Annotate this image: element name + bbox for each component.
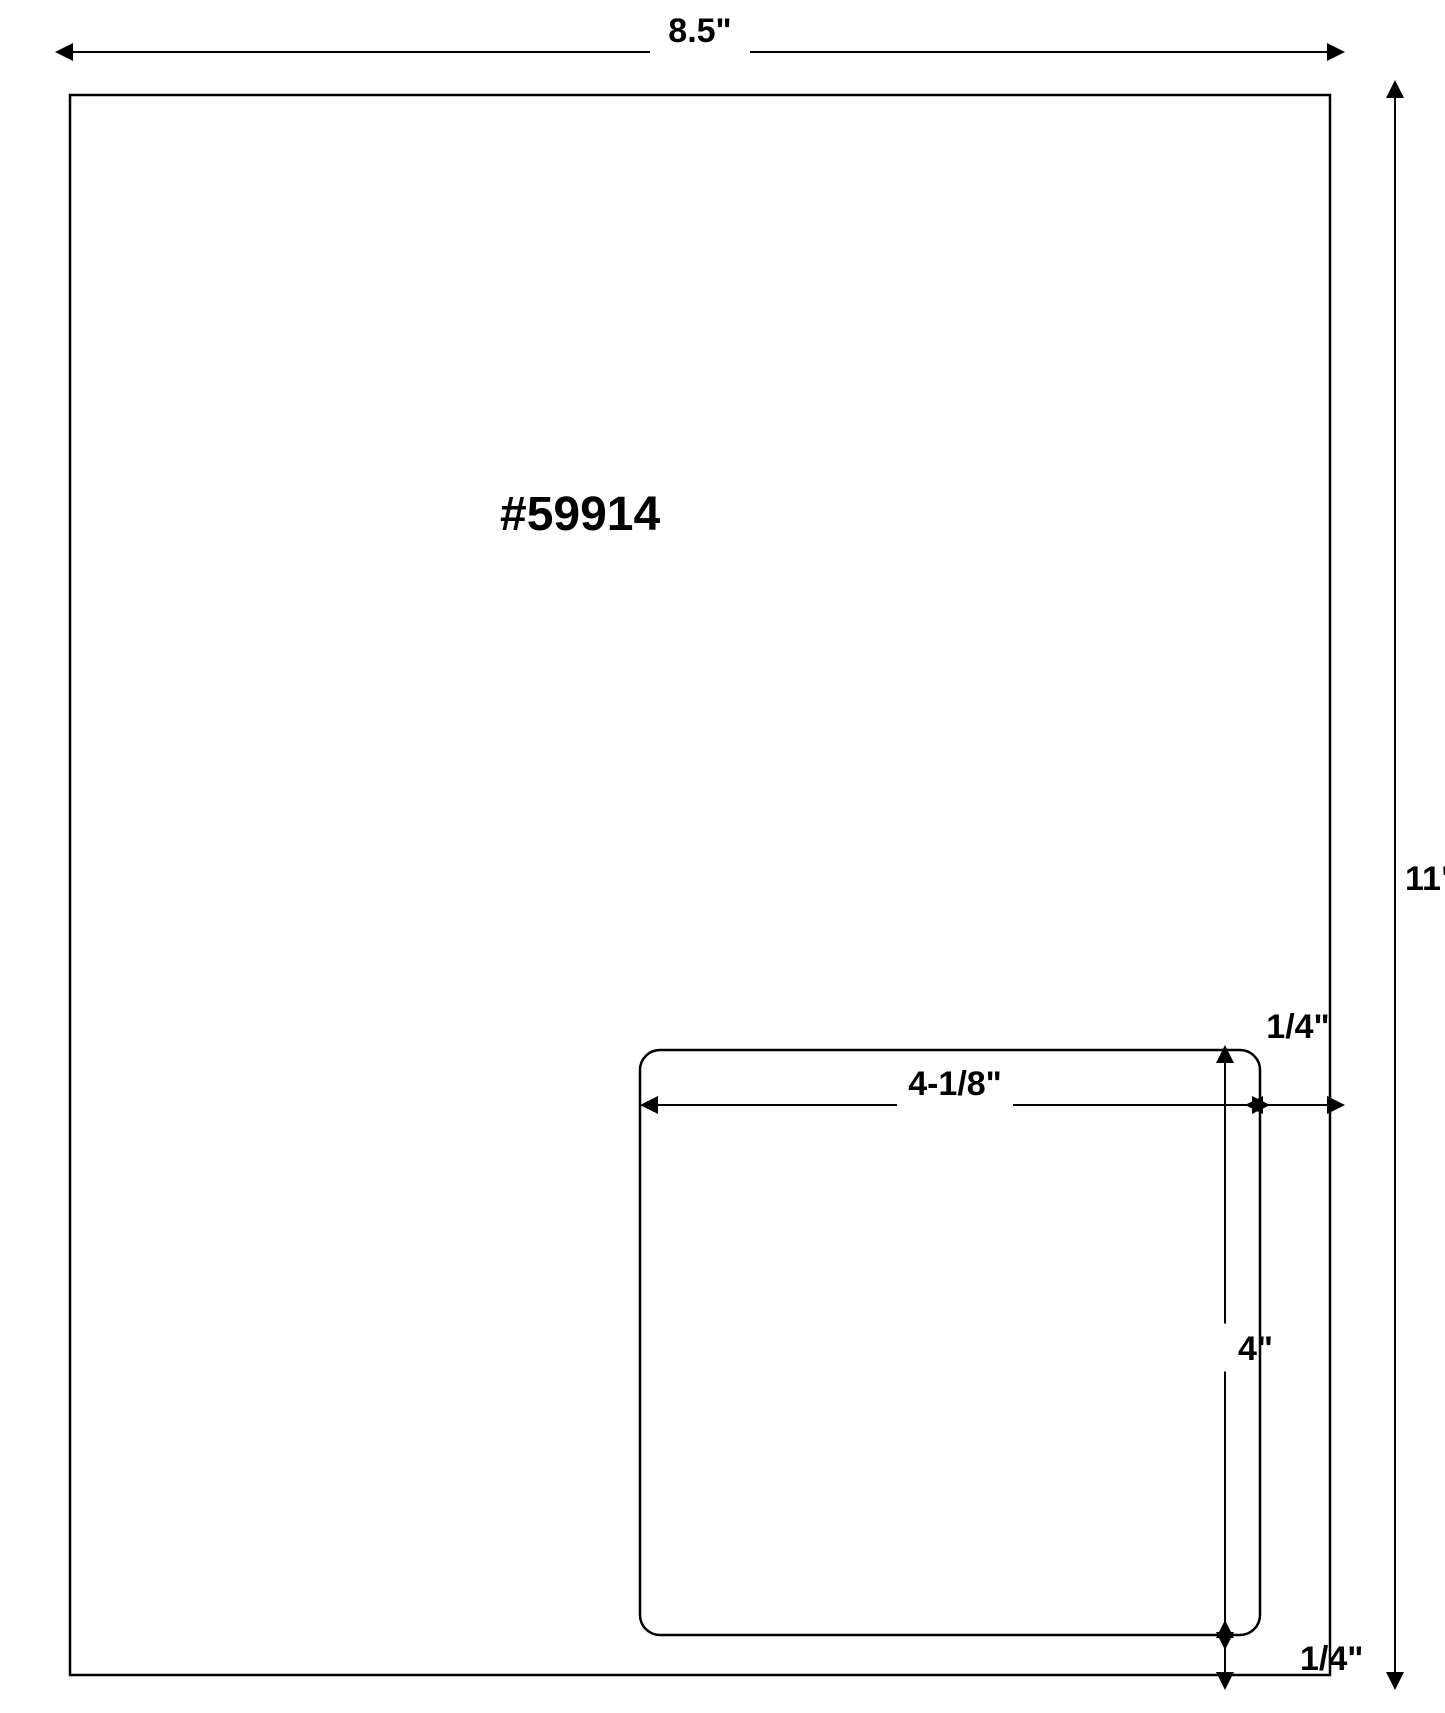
dim-page-width-label: 8.5" [668,12,731,50]
dim-margin-bottom-label: 1/4" [1300,1640,1363,1678]
label-rect [640,1050,1260,1635]
template-diagram: #59914 8.5" 11" 4-1/8" 4" 1/4" 1/4" [0,0,1445,1713]
dim-inner-width-label: 4-1/8" [908,1065,1002,1103]
page-rect [70,95,1330,1675]
dim-page-height-label: 11" [1405,860,1445,898]
part-number: #59914 [500,488,660,541]
dim-inner-height-label: 4" [1238,1330,1273,1368]
dim-margin-right-label: 1/4" [1266,1008,1329,1046]
